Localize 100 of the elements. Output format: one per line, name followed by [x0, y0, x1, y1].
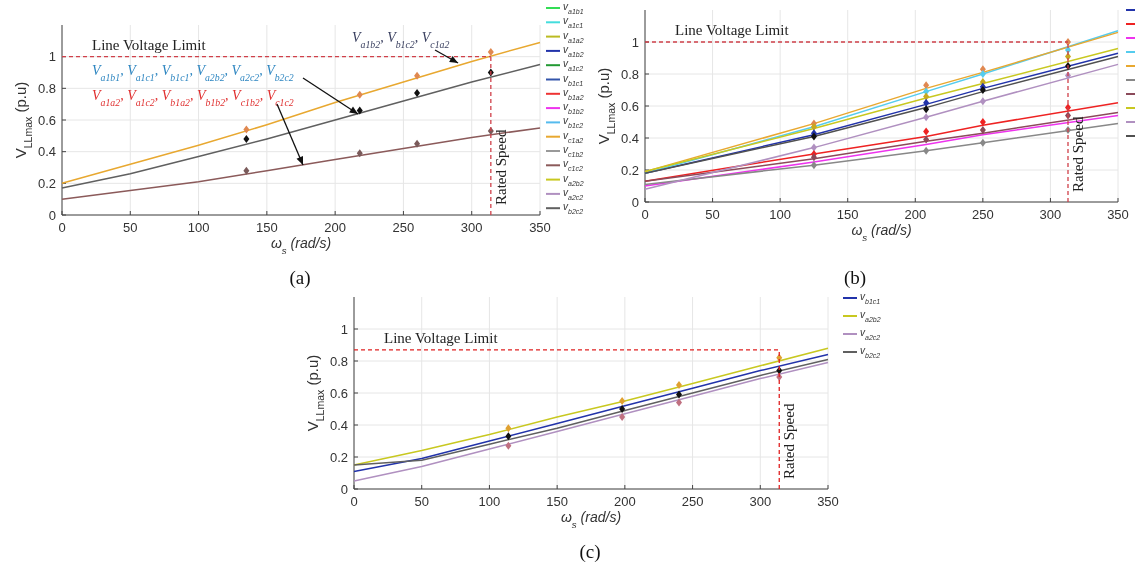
- legend-label: v$_{a1c1}$: [563, 15, 584, 29]
- y-tick-label: 0: [340, 481, 348, 497]
- x-tick-label: 150: [836, 207, 859, 222]
- point: [356, 106, 363, 115]
- legend-label: v$_{a2c2}$: [563, 186, 584, 201]
- point: [356, 90, 363, 99]
- x-axis-title: ω$_{s}$ (rad/s): [560, 509, 622, 530]
- point: [923, 127, 930, 136]
- text: (c): [579, 541, 601, 563]
- legend-label: v$_{b1a2}$: [563, 86, 584, 101]
- point: [676, 390, 683, 399]
- x-tick-label: 250: [392, 220, 415, 235]
- line-series: [644, 63, 1119, 190]
- x-axis-title: ω$_{s}$ (rad/s): [851, 222, 912, 243]
- y-tick-label: 1: [340, 321, 348, 337]
- point: [487, 47, 494, 56]
- ref-line-label: Rated Speed: [781, 403, 798, 479]
- x-tick-label: 0: [58, 220, 66, 235]
- x-tick-label: 200: [324, 220, 346, 235]
- point: [676, 398, 683, 407]
- point: [243, 166, 250, 175]
- x-tick-label: 150: [546, 494, 568, 509]
- point: [923, 135, 930, 144]
- point: [243, 125, 250, 134]
- annotation: V$_{a1b2}$, V$_{b1c2}$, V$_{c1a2}$: [352, 30, 450, 50]
- x-tick-label: 250: [681, 494, 704, 509]
- legend-label: v$_{b1c1}$: [563, 72, 584, 86]
- x-tick-label: 300: [460, 220, 483, 235]
- x-tick-label: 50: [705, 207, 720, 222]
- y-tick-label: 0.4: [37, 144, 56, 160]
- y-tick-label: 0.6: [329, 385, 348, 401]
- point: [979, 126, 986, 134]
- x-tick-label: 200: [904, 207, 927, 222]
- x-tick-label: 300: [749, 494, 772, 509]
- y-tick-label: 0.4: [329, 417, 348, 433]
- legend-label: v$_{b2c2}$: [860, 345, 881, 359]
- point: [979, 70, 986, 78]
- x-tick-label: 200: [614, 494, 636, 509]
- y-tick-label: 0.6: [620, 98, 639, 114]
- legend-label: v$_{b1c2}$: [563, 115, 584, 129]
- point: [923, 98, 930, 107]
- ref-line-label: Line Voltage Limit: [384, 329, 499, 346]
- x-tick-label: 50: [123, 220, 138, 235]
- point: [923, 113, 930, 122]
- x-tick-label: 150: [256, 220, 278, 235]
- point: [619, 397, 626, 405]
- ref-line-label: Rated Speed: [492, 129, 509, 205]
- legend-label: v$_{b1c1}$: [860, 291, 881, 305]
- legend-label: v$_{a1a2}$: [563, 29, 584, 44]
- point: [356, 149, 363, 158]
- legend-label: v$_{a1c2}$: [563, 58, 584, 72]
- point: [979, 97, 986, 106]
- point: [414, 71, 421, 80]
- legend-label: v$_{c1a2}$: [563, 129, 584, 144]
- point: [414, 89, 421, 98]
- text: V$_{a1a2}$, V$_{a1c2}$, V$_{b1a2}$, V$_{b1b2}$, V$_{c1b2}$, V$_{c1c2}$: [92, 88, 294, 108]
- x-axis-title: ω$_{s}$ (rad/s): [270, 235, 332, 256]
- point: [243, 135, 250, 143]
- point: [505, 441, 512, 450]
- ref-line-label: Line Voltage Limit: [92, 36, 207, 53]
- point: [979, 86, 986, 94]
- point: [923, 146, 930, 155]
- y-tick-label: 0.2: [37, 175, 56, 191]
- point: [619, 405, 626, 413]
- x-tick-label: 50: [414, 494, 429, 509]
- point: [979, 138, 986, 147]
- text: V$_{a1b1}$, V$_{a1c1}$, V$_{b1c1}$, V$_{a2b2}$, V$_{a2c2}$, V$_{b2c2}$: [92, 63, 294, 83]
- point: [979, 118, 986, 126]
- legend-label: v$_{a2b2}$: [563, 172, 584, 187]
- legend-label: v$_{a2c2}$: [860, 327, 881, 341]
- x-tick-label: 0: [350, 494, 358, 509]
- y-tick-label: 0: [631, 194, 639, 210]
- ref-line-label: Line Voltage Limit: [675, 22, 790, 38]
- legend-label: v$_{a1b2}$: [563, 43, 584, 58]
- point: [505, 424, 512, 433]
- legend-label: v$_{c1c2}$: [563, 158, 583, 172]
- legend-label: v$_{b1b2}$: [563, 101, 584, 115]
- point: [505, 432, 512, 441]
- y-tick-label: 1: [631, 34, 639, 50]
- x-tick-label: 300: [1039, 207, 1062, 222]
- ref-line-label: Rated Speed: [1070, 116, 1086, 192]
- legend-label: v$_{a2b2}$: [860, 309, 881, 323]
- point: [923, 92, 930, 101]
- y-tick-label: 0.8: [329, 353, 348, 369]
- y-tick-label: 0.8: [620, 66, 639, 82]
- y-tick-label: 0.8: [37, 80, 56, 96]
- x-tick-label: 100: [769, 207, 791, 222]
- legend-label: v$_{c1b2}$: [563, 144, 584, 158]
- point: [923, 81, 930, 90]
- x-tick-label: 350: [817, 494, 839, 509]
- point: [414, 139, 421, 148]
- text: (b): [843, 267, 867, 289]
- y-tick-label: 0.2: [620, 162, 639, 178]
- y-tick-label: 0.2: [329, 449, 348, 465]
- point: [810, 153, 817, 162]
- point: [923, 105, 930, 114]
- y-tick-label: 0.4: [620, 130, 639, 146]
- x-tick-label: 350: [1107, 207, 1129, 222]
- text: (a): [289, 267, 311, 289]
- y-tick-label: 1: [48, 49, 56, 65]
